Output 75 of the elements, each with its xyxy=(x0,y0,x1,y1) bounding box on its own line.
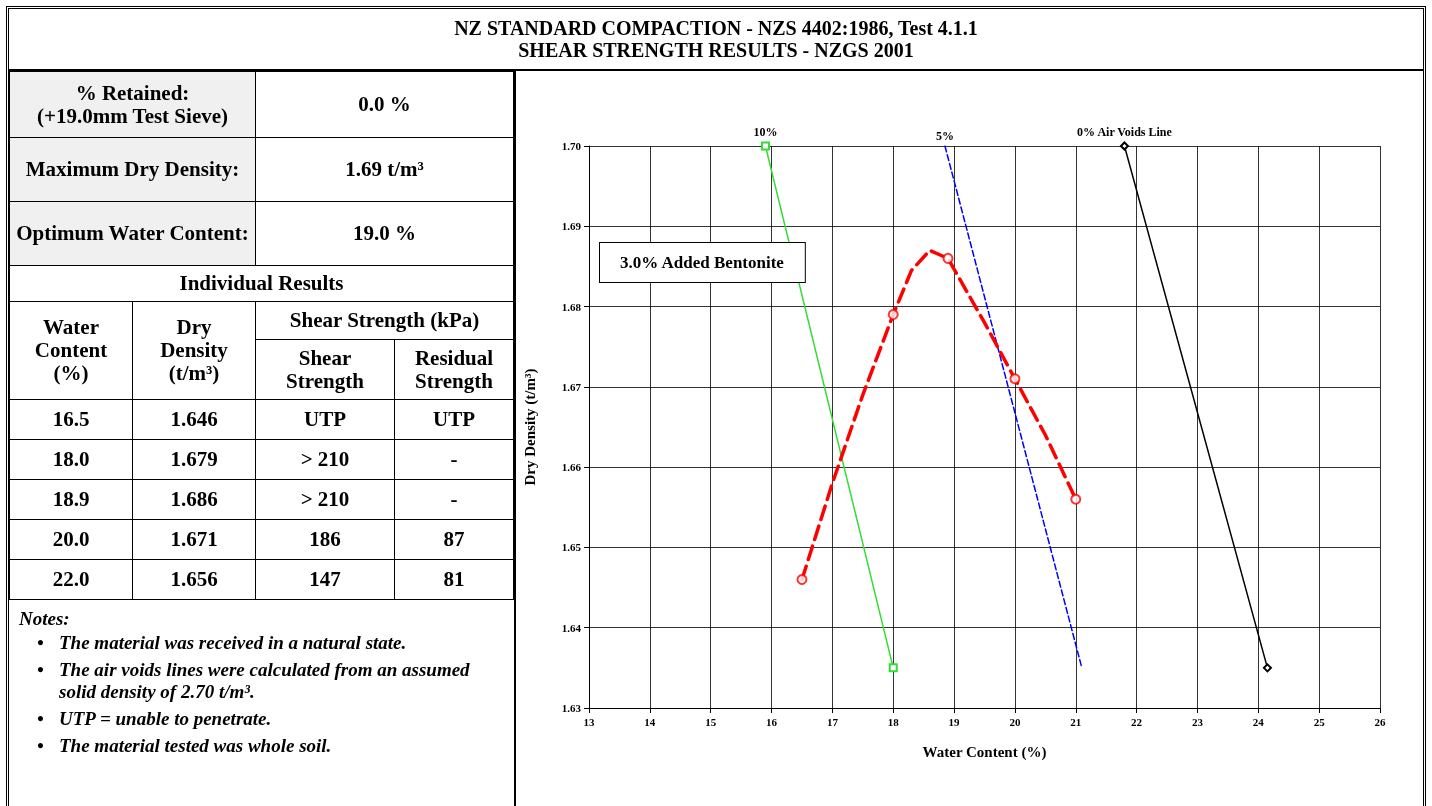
x-tick-label: 16 xyxy=(766,715,778,728)
series-label: 10% xyxy=(753,124,778,139)
text: UTP xyxy=(394,399,514,440)
text: Notes: xyxy=(19,608,71,630)
point xyxy=(1119,141,1129,151)
text: 1.646 xyxy=(132,399,256,440)
point xyxy=(942,252,954,264)
text: UTP xyxy=(255,399,395,440)
text: 186 xyxy=(255,519,395,560)
y-tick-label: 1.64 xyxy=(561,621,582,634)
text: • The air voids lines were calculated from an assumed solid density of 2.70 t/m³. xyxy=(37,659,471,703)
x-tick-label: 21 xyxy=(1070,715,1082,728)
y-tick-label: 1.68 xyxy=(561,300,582,313)
text: 19.0 % xyxy=(255,201,514,266)
y-tick-label: 1.70 xyxy=(561,140,582,152)
text: 20.0 xyxy=(9,519,133,560)
x-tick-label: 14 xyxy=(644,715,656,728)
text: % Retained: (+19.0mm Test Sieve) xyxy=(9,71,256,138)
series-label: 0% Air Voids Line xyxy=(1077,124,1173,139)
x-tick-label: 26 xyxy=(1374,715,1386,728)
text: 87 xyxy=(394,519,514,560)
series-label: 5% xyxy=(935,129,954,143)
text: 16.5 xyxy=(9,399,133,440)
point xyxy=(888,663,898,673)
x-tick-label: 15 xyxy=(705,715,717,728)
point xyxy=(760,141,770,151)
text: • The material tested was whole soil. xyxy=(37,735,333,757)
x-tick-label: 18 xyxy=(887,715,900,728)
text: Individual Results xyxy=(9,265,514,302)
text: Shear Strength xyxy=(255,339,395,400)
text: Dry Density (t/m³) xyxy=(132,301,256,400)
text: 1.656 xyxy=(132,559,256,600)
text: • The material was received in a natural state. xyxy=(37,632,408,654)
x-tick-label: 25 xyxy=(1313,715,1326,728)
text: 81 xyxy=(394,559,514,600)
y-tick-label: 1.67 xyxy=(561,380,582,393)
x-tick-label: 19 xyxy=(948,715,961,728)
x-tick-label: 20 xyxy=(1009,715,1021,728)
text: 1.679 xyxy=(132,439,256,480)
x-tick-label: 23 xyxy=(1191,715,1204,728)
x-tick-label: 13 xyxy=(583,715,595,728)
text: 0.0 % xyxy=(255,71,514,138)
text: > 210 xyxy=(255,439,395,480)
text: - xyxy=(394,479,514,520)
y-tick-label: 1.66 xyxy=(561,461,582,474)
text: > 210 xyxy=(255,479,395,520)
annotation: 3.0% Added Bentonite xyxy=(620,253,785,272)
y-tick-label: 1.69 xyxy=(561,220,582,233)
point xyxy=(796,574,808,586)
text: - xyxy=(394,439,514,480)
text: NZ STANDARD COMPACTION - NZS 4402:1986, Test 4.1.1 SHEAR STRENGTH RESULTS - NZGS 2001 xyxy=(9,9,1423,71)
text: 22.0 xyxy=(9,559,133,600)
text: Water Content (%) xyxy=(9,301,133,400)
text: Residual Strength xyxy=(394,339,514,400)
point xyxy=(1070,493,1082,505)
text: 18.0 xyxy=(9,439,133,480)
text: 147 xyxy=(255,559,395,600)
text: • UTP = unable to penetrate. xyxy=(37,708,273,730)
text: Maximum Dry Density: xyxy=(9,137,256,202)
text: 1.686 xyxy=(132,479,256,520)
text: Shear Strength (kPa) xyxy=(255,301,514,340)
text: 1.69 t/m³ xyxy=(255,137,514,202)
text: Optimum Water Content: xyxy=(9,201,256,266)
x-tick-label: 22 xyxy=(1131,715,1143,728)
point xyxy=(1262,663,1272,673)
text: 1.671 xyxy=(132,519,256,560)
y-axis-title: Dry Density (t/m³) xyxy=(521,368,539,486)
y-tick-label: 1.63 xyxy=(561,702,582,714)
y-tick-label: 1.65 xyxy=(561,541,582,554)
x-tick-label: 17 xyxy=(826,715,839,728)
point xyxy=(887,309,899,321)
x-axis-title: Water Content (%) xyxy=(922,743,1047,761)
text: 18.9 xyxy=(9,479,133,520)
x-tick-label: 24 xyxy=(1252,715,1265,728)
point xyxy=(1009,373,1021,385)
